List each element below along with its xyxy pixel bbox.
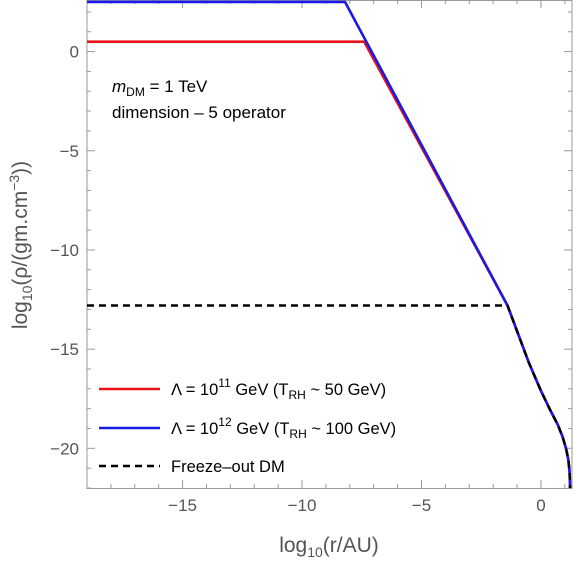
legend: Λ = 1011 GeV (TRH ~ 50 GeV) Λ = 1012 GeV … [99,376,396,476]
annotation-operator: dimension – 5 operator [112,103,286,122]
legend-label-2: Λ = 1012 GeV (TRH ~ 100 GeV) [171,415,396,441]
y-axis-title-base: log [9,301,32,329]
x-tick-label: −15 [168,496,197,515]
y-axis-title-subscript: 10 [19,285,35,301]
legend-label-3: Freeze–out DM [171,458,285,476]
y-tick-label: −10 [50,241,79,260]
annotation-mass-value: = 1 TeV [145,77,208,96]
x-axis-title-rest: (r/AU) [323,534,379,557]
y-tick-label: −5 [60,142,79,161]
y-axis-title-mid: (ρ/(gm.cm [9,191,32,286]
y-axis-title: log10(ρ/(gm.cm−3)) [6,161,35,329]
annotation-mass-subscript: DM [126,85,145,99]
y-tick-label: −20 [50,439,79,458]
annotation-mass-text: mDM = 1 TeV [112,77,208,99]
x-tick-label: 0 [536,496,545,515]
series-line-3 [87,304,572,489]
x-tick-label: −10 [288,496,317,515]
x-tick-label: −5 [412,496,431,515]
y-tick-label: −15 [50,340,79,359]
plot-frame [86,0,573,489]
x-axis-title-base: log [279,534,307,557]
annotation-mass-symbol: m [112,77,126,96]
legend-label-1: Λ = 1011 GeV (TRH ~ 50 GeV) [171,376,386,402]
x-axis-title-subscript: 10 [307,544,323,560]
y-axis-title-end: )) [9,161,32,175]
x-axis-title: log10(r/AU) [279,534,379,560]
series-line-2 [87,0,572,489]
series-layer [87,0,572,489]
y-axis-title-superscript: −3 [6,175,22,191]
annotation-mass: mDM = 1 TeV [112,77,208,99]
y-tick-label: 0 [70,43,79,62]
